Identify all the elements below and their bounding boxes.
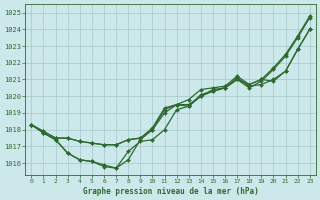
X-axis label: Graphe pression niveau de la mer (hPa): Graphe pression niveau de la mer (hPa): [83, 187, 259, 196]
